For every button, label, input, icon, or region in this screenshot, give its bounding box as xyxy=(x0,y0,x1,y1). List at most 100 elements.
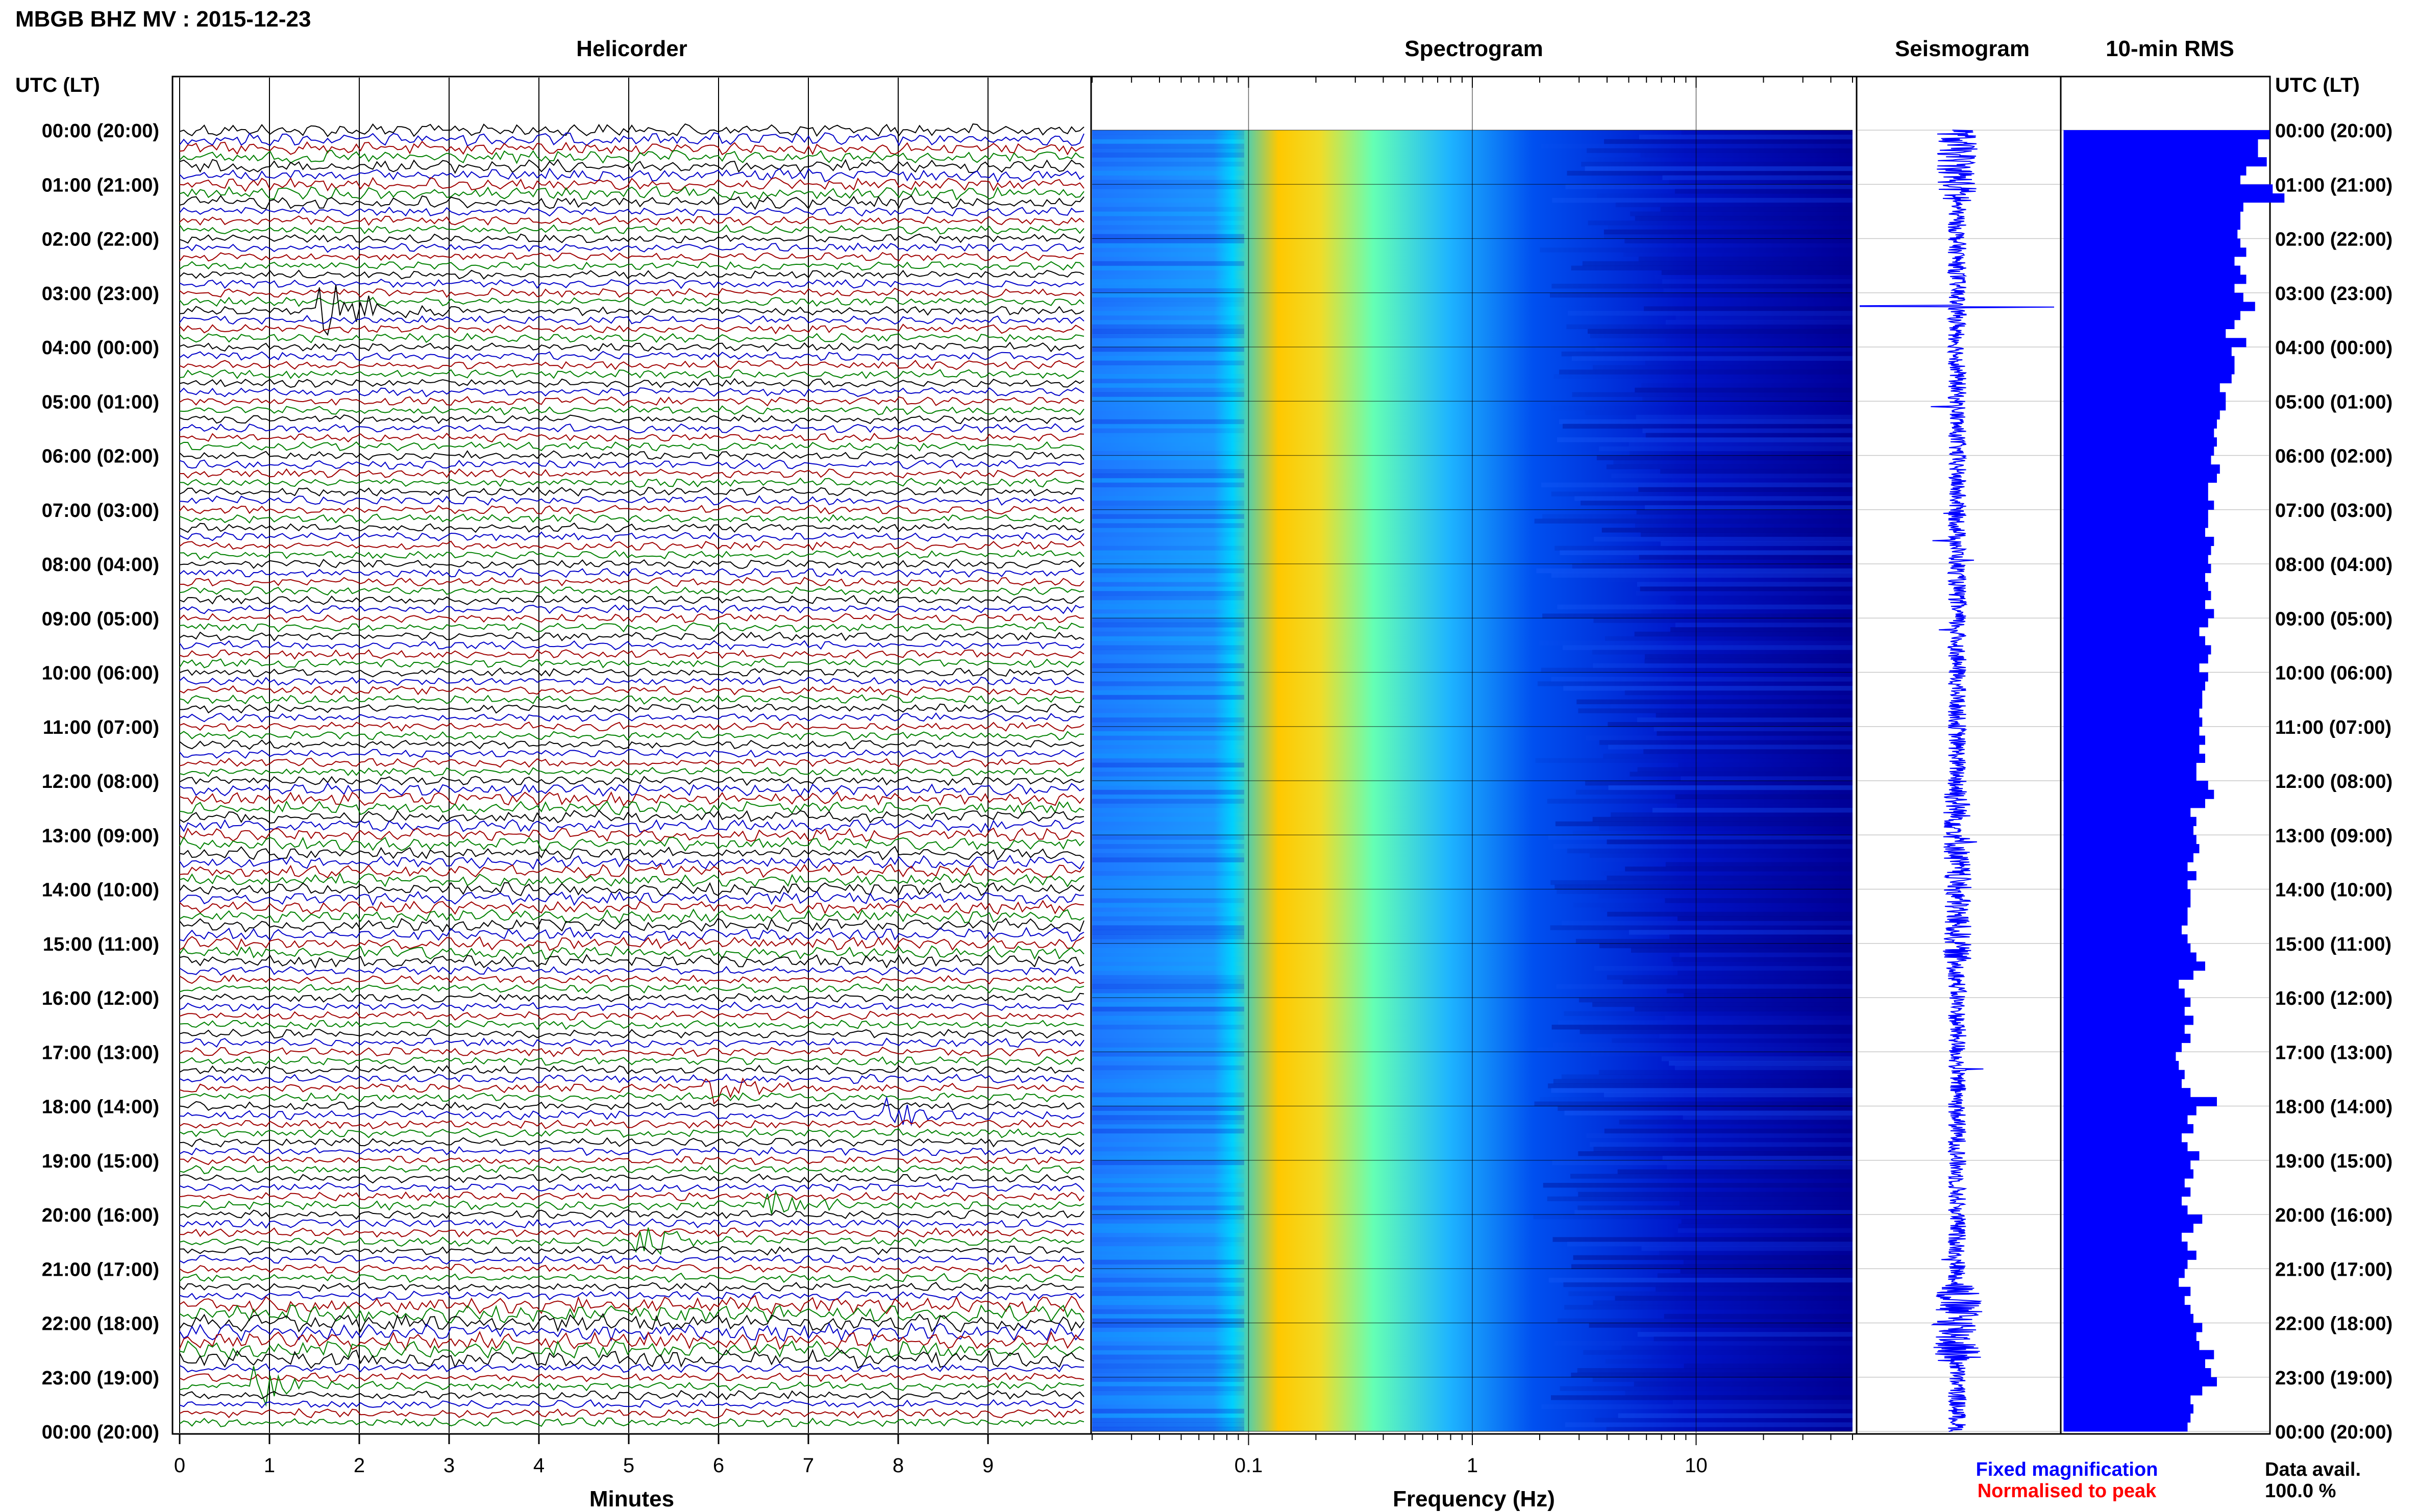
spectrogram-row-band xyxy=(1092,654,1244,659)
helicorder-trace xyxy=(179,360,1084,370)
spectrogram-row-band xyxy=(1092,261,1244,266)
spectrogram-row-band xyxy=(1092,532,1244,537)
spectrogram-row-band xyxy=(1635,216,1853,221)
spectrogram-row-band xyxy=(1671,957,1853,962)
spectrogram-row-band xyxy=(1558,1020,1853,1025)
spectrogram-row-band xyxy=(1092,1196,1244,1201)
spectrogram-row-band xyxy=(1661,541,1853,547)
spectrogram-row-band xyxy=(1092,514,1244,519)
helicorder-trace xyxy=(179,631,1084,641)
helicorder-trace xyxy=(179,269,1084,280)
spectrogram-row-band xyxy=(1092,673,1244,677)
helicorder-trace xyxy=(179,1037,1084,1048)
rms-bar xyxy=(2064,609,2214,618)
spectrogram-row-band xyxy=(1092,1092,1244,1098)
spectrogram-row-band xyxy=(1675,794,1853,799)
spectrogram-row-band xyxy=(1092,157,1244,162)
rms-bar xyxy=(2064,772,2196,781)
spectrogram-row-band xyxy=(1645,505,1853,510)
helicorder-x-tick-label: 9 xyxy=(982,1454,994,1477)
helicorder-trace xyxy=(179,1164,1084,1175)
spectrogram-row-band xyxy=(1590,333,1853,338)
spectrogram-row-band xyxy=(1537,681,1853,686)
spectrogram-row-band xyxy=(1092,351,1244,357)
hour-label-right: 21:00 (17:00) xyxy=(2275,1259,2392,1280)
spectrogram-row-band xyxy=(1664,1313,1853,1319)
spectrogram-row-band xyxy=(1577,1205,1853,1210)
spectrogram-row-band xyxy=(1625,1391,1853,1396)
spectrogram-row-band xyxy=(1593,1300,1853,1305)
spectrogram-row-band xyxy=(1533,1214,1853,1220)
spectrogram-row-band xyxy=(1567,848,1853,854)
spectrogram-row-band xyxy=(1092,650,1244,655)
spectrogram-row-band xyxy=(1092,740,1244,745)
spectrogram-row-band xyxy=(1092,984,1244,989)
spectrogram-row-band xyxy=(1635,387,1853,393)
spectrogram-row-band xyxy=(1675,600,1853,605)
helicorder-trace xyxy=(179,1349,1084,1369)
rms-bar xyxy=(2064,618,2208,628)
spectrogram-row-band xyxy=(1092,319,1244,325)
spectrogram-row-band xyxy=(1681,776,1853,781)
spectrogram-row-band xyxy=(1589,853,1853,858)
spectrogram-row-band xyxy=(1092,948,1244,953)
spectrogram-row-band xyxy=(1557,889,1853,894)
spectrogram-row-band xyxy=(1092,1232,1244,1237)
rms-bar xyxy=(2064,383,2220,392)
spectrogram-row-band xyxy=(1572,356,1853,361)
helicorder-trace xyxy=(179,585,1084,596)
spectrogram-row-band xyxy=(1574,496,1853,501)
spectrogram-row-band xyxy=(1657,1273,1853,1278)
rms-bar xyxy=(2064,1341,2200,1350)
spectrogram-row-band xyxy=(1092,586,1244,591)
helicorder-trace xyxy=(179,1189,1084,1214)
spectrogram-row-band xyxy=(1092,478,1244,483)
spectrogram-row-band xyxy=(1092,1128,1244,1134)
spectrogram-row-band xyxy=(1573,830,1853,835)
hour-label-right: 13:00 (09:00) xyxy=(2275,825,2392,847)
helicorder-trace xyxy=(179,622,1084,633)
rms-bar xyxy=(2064,988,2185,998)
rms-bar xyxy=(2064,898,2191,908)
helicorder-trace xyxy=(179,927,1084,942)
spectrogram-row-band xyxy=(1092,148,1244,153)
spectrogram-row-band xyxy=(1625,866,1853,872)
rms-bar xyxy=(2064,835,2196,845)
rms-bar xyxy=(2064,943,2191,953)
spectrogram-row-band xyxy=(1092,414,1244,420)
rms-bar xyxy=(2064,528,2205,537)
spectrogram-row-band xyxy=(1092,975,1244,980)
spectrogram-row-band xyxy=(1560,550,1853,555)
spectrogram-row-band xyxy=(1659,1250,1853,1256)
rms-bar xyxy=(2064,1169,2193,1179)
helicorder-trace xyxy=(179,194,1084,210)
spectrogram-row-band xyxy=(1092,1305,1244,1309)
helicorder-trace xyxy=(179,378,1084,388)
spectrogram-row-band xyxy=(1092,428,1244,433)
helicorder-trace xyxy=(179,776,1084,786)
rms-bar xyxy=(2064,1033,2191,1043)
hour-label-right: 20:00 (16:00) xyxy=(2275,1205,2392,1226)
spectrogram-row-band xyxy=(1092,943,1244,949)
spectrogram-row-band xyxy=(1092,1259,1244,1265)
spectrogram-row-band xyxy=(1594,1418,1853,1423)
rms-bar xyxy=(2064,555,2208,564)
hour-label-right: 12:00 (08:00) xyxy=(2275,771,2392,792)
spectrogram-row-band xyxy=(1645,654,1853,659)
spectrogram-row-band xyxy=(1092,695,1244,700)
spectrogram-row-band xyxy=(1640,586,1853,591)
hour-label-left: 07:00 (03:00) xyxy=(42,500,159,522)
spectrogram-row-band xyxy=(1092,460,1244,464)
spectrogram-row-band xyxy=(1684,1364,1853,1369)
spectrogram-row-band xyxy=(1637,717,1853,723)
helicorder-trace xyxy=(179,1128,1084,1138)
spectrogram-row-band xyxy=(1634,1381,1853,1386)
rms-bar xyxy=(2064,979,2179,989)
seismogram-panel xyxy=(1856,76,2062,1435)
helicorder-trace xyxy=(179,567,1084,578)
helicorder-trace xyxy=(179,730,1084,741)
spectrogram-row-band xyxy=(1092,961,1244,966)
spectrogram-row-band xyxy=(1092,577,1244,582)
spectrogram-row-band xyxy=(1092,1101,1244,1106)
spectrogram-row-band xyxy=(1092,518,1244,524)
